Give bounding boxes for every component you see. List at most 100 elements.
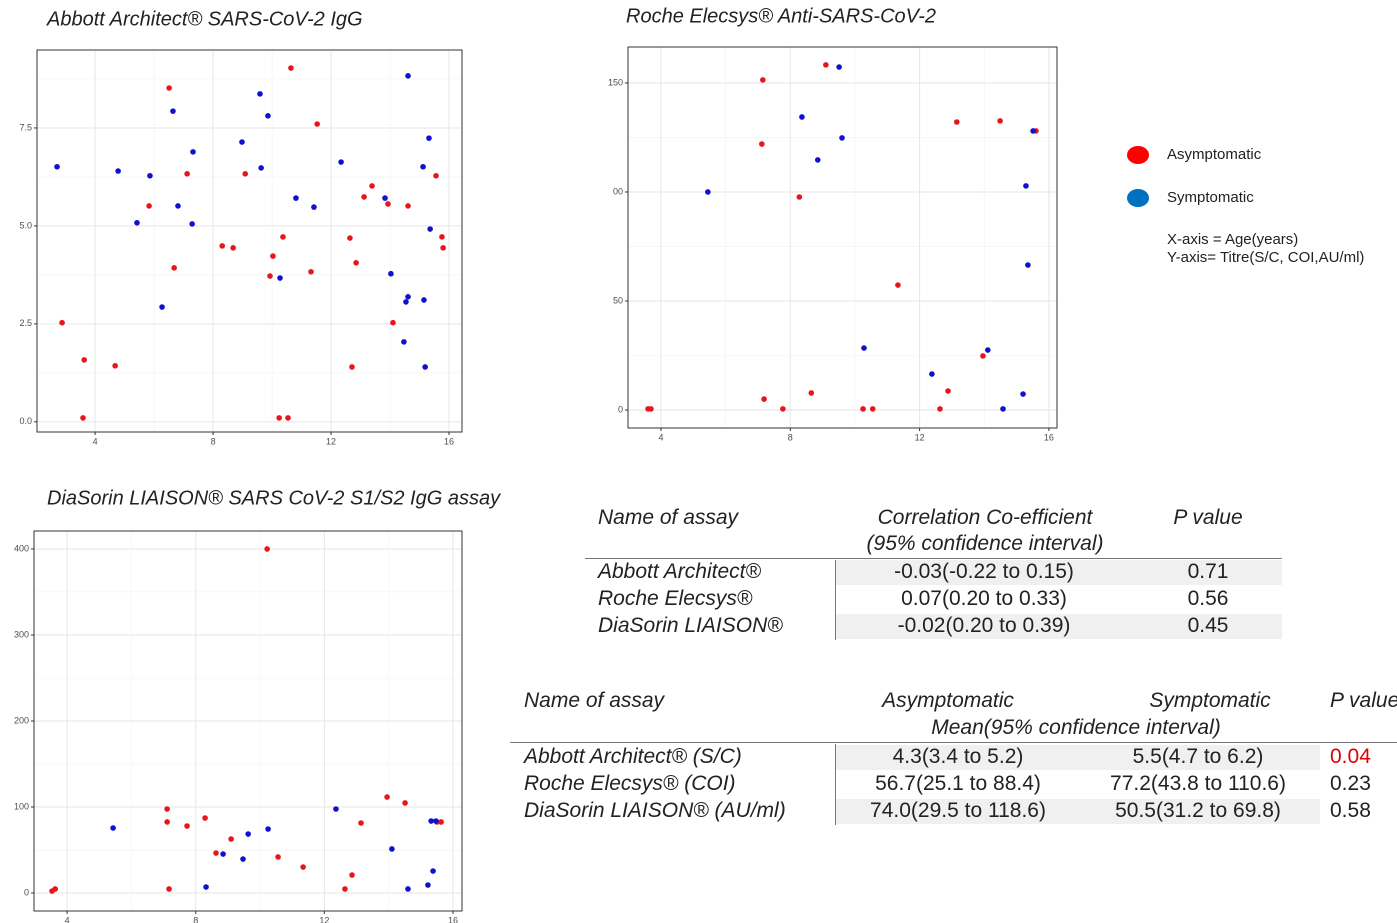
legend-swatch: [1127, 146, 1149, 164]
x-tick-label: 16: [1044, 432, 1054, 442]
table-cell: 0.23: [1330, 772, 1371, 795]
point: [275, 854, 281, 860]
point: [433, 172, 439, 179]
column-subheader: Mean(95% confidence interval): [931, 716, 1221, 739]
point: [257, 91, 263, 97]
x-tick-label: 16: [444, 436, 454, 446]
point: [115, 168, 121, 174]
point: [385, 201, 391, 207]
point: [401, 339, 407, 345]
point: [170, 108, 176, 114]
point: [203, 884, 209, 890]
point: [219, 243, 226, 249]
point: [937, 406, 943, 412]
x-tick-label: 12: [326, 436, 336, 446]
y-tick-label: 5.0: [19, 220, 32, 230]
column-header: P value: [1330, 689, 1397, 712]
point: [228, 836, 234, 842]
column-header: P value: [1173, 506, 1243, 529]
legend-note: Y-axis= Titre(S/C, COI,AU/ml): [1167, 249, 1364, 266]
point: [349, 872, 355, 878]
point: [997, 118, 1003, 124]
point: [300, 864, 306, 870]
row-shade: [835, 614, 1282, 639]
point: [112, 362, 118, 369]
column-subheader: (95% confidence interval): [866, 532, 1104, 555]
header-rule: [510, 742, 1397, 743]
point: [80, 415, 86, 421]
point: [839, 135, 845, 141]
point: [166, 85, 172, 91]
point: [220, 851, 226, 857]
point: [189, 221, 195, 227]
point: [403, 299, 409, 305]
point: [265, 826, 271, 832]
row-label: Abbott Architect®: [598, 560, 761, 583]
point: [134, 219, 140, 226]
point: [1020, 391, 1026, 397]
chart-title: Abbott Architect® SARS-CoV-2 IgG: [46, 8, 363, 30]
point: [277, 275, 283, 281]
point: [147, 172, 153, 179]
point: [110, 825, 116, 831]
y-tick-label: 0.0: [19, 416, 32, 426]
point: [420, 163, 426, 170]
table-cell: -0.03(-0.22 to 0.15): [894, 560, 1074, 583]
y-tick-label: 0: [24, 887, 29, 897]
point: [258, 165, 264, 171]
legend-swatch: [1127, 189, 1149, 207]
point: [288, 65, 294, 71]
y-tick-label: 0: [618, 404, 623, 414]
row-shade: [835, 745, 1320, 770]
point: [402, 800, 408, 806]
point: [953, 119, 960, 125]
x-tick-label: 8: [211, 436, 216, 446]
point: [405, 203, 411, 209]
point: [440, 245, 446, 251]
point: [1025, 262, 1031, 268]
point: [285, 415, 291, 421]
chart-title: DiaSorin LIAISON® SARS CoV-2 S1/S2 IgG a…: [47, 487, 501, 509]
point: [1030, 128, 1036, 134]
point: [349, 364, 355, 370]
point: [353, 259, 359, 266]
table-cell: 5.5(4.7 to 6.2): [1132, 745, 1264, 768]
point: [184, 823, 190, 829]
point: [184, 171, 190, 177]
y-tick-label: 300: [14, 629, 29, 639]
point: [81, 357, 87, 363]
table-cell: 50.5(31.2 to 69.8): [1115, 799, 1281, 822]
table-cell: -0.02(0.20 to 0.39): [897, 614, 1071, 637]
table-cell: 0.56: [1187, 587, 1229, 610]
point: [264, 546, 270, 552]
point: [405, 294, 411, 300]
plot-background: [37, 50, 462, 432]
column-header: Asymptomatic: [882, 689, 1014, 712]
point: [860, 406, 866, 412]
table-cell: 56.7(25.1 to 88.4): [875, 772, 1041, 795]
point: [276, 415, 282, 421]
y-tick-label: 2.5: [19, 318, 32, 328]
point: [980, 353, 986, 359]
point: [433, 818, 439, 824]
point: [780, 406, 786, 412]
point: [390, 319, 396, 326]
point: [428, 818, 434, 824]
plot-border: [627, 46, 1058, 429]
column-header: Symptomatic: [1149, 689, 1271, 712]
point: [265, 113, 271, 119]
point: [245, 831, 251, 837]
point: [230, 245, 236, 251]
header-rule: [585, 558, 1282, 559]
column-rule: [835, 560, 836, 640]
y-tick-label: 7.5: [19, 122, 32, 132]
plot-background: [628, 47, 1057, 428]
point: [293, 195, 299, 201]
legend-note: X-axis = Age(years): [1167, 231, 1298, 248]
y-tick-label: 100: [14, 801, 29, 811]
point: [422, 364, 428, 370]
point: [388, 270, 394, 277]
plot-border: [33, 530, 463, 912]
point: [430, 868, 436, 874]
